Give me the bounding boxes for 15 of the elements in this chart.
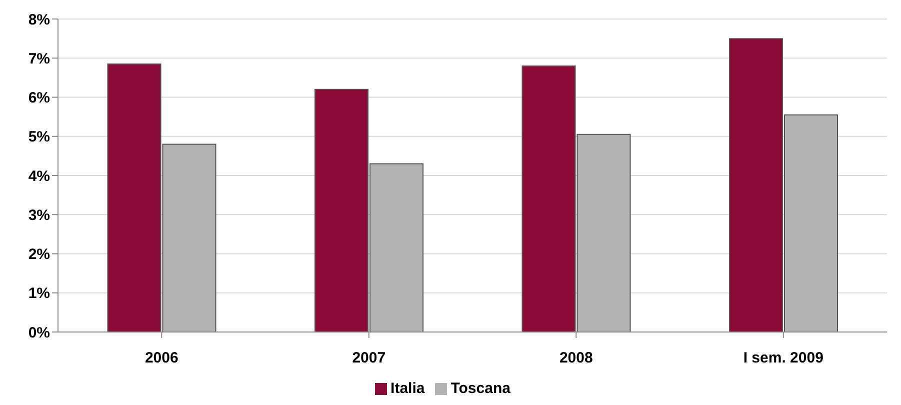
x-tick-label: 2008 (559, 350, 593, 367)
y-tick-label: 8% (28, 11, 50, 28)
y-tick-label: 3% (28, 206, 50, 224)
x-tick-label: 2006 (144, 350, 178, 367)
y-tick-label: 1% (28, 285, 50, 302)
y-tick-label: 7% (28, 50, 50, 68)
x-tick-label: 2007 (352, 350, 386, 367)
y-tick-label: 6% (28, 90, 50, 107)
y-tick-label: 4% (28, 168, 50, 185)
x-tick-label: I sem. 2009 (743, 350, 824, 367)
y-tick-label: 0% (28, 324, 50, 342)
y-tick-label: 5% (28, 128, 50, 146)
y-tick-label: 2% (28, 246, 50, 264)
legend-label: Toscana (450, 380, 510, 397)
legend-label: Italia (390, 380, 425, 397)
